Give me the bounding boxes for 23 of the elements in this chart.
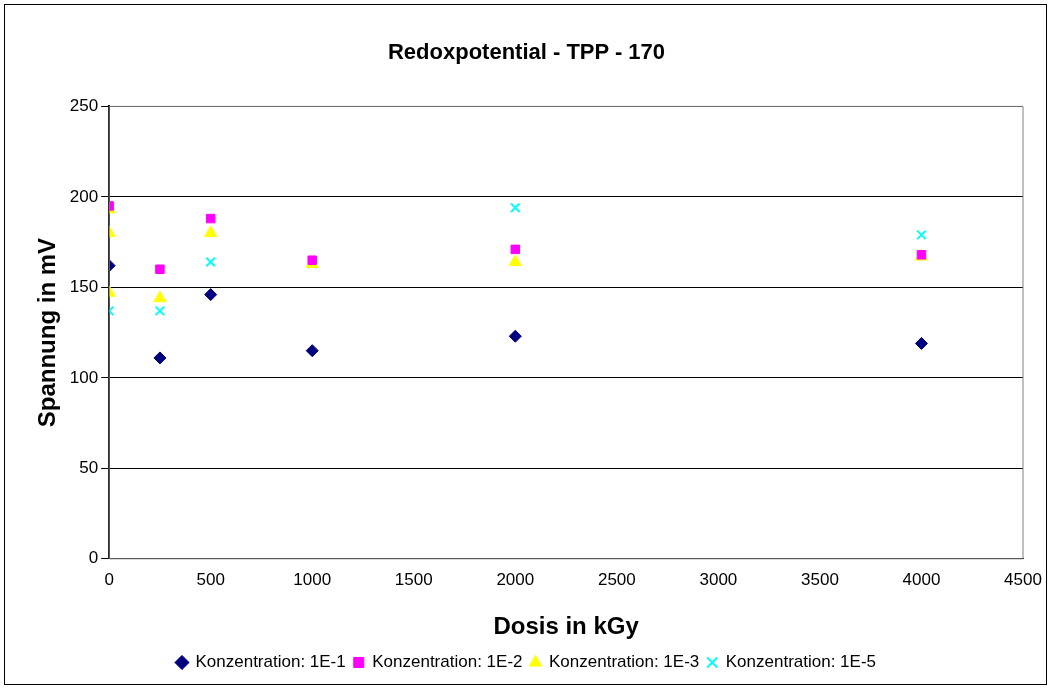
legend-label: Konzentration: 1E-3 (549, 652, 700, 672)
x-tick-label: 2000 (496, 569, 535, 589)
x-tick-label: 3000 (699, 569, 738, 589)
x-tick-label: 4500 (1004, 569, 1042, 589)
x-tick-label: 1500 (394, 569, 433, 589)
x-tick-label: 1000 (293, 569, 332, 589)
x-tick-label: 2500 (597, 569, 636, 589)
x-axis-title: Dosis in kGy (493, 612, 640, 640)
x-tick-label: 4000 (902, 569, 941, 589)
chart-title: Redoxpotential - TPP - 170 (387, 39, 666, 65)
legend-label: Konzentration: 1E-2 (372, 652, 523, 672)
legend-label: Konzentration: 1E-1 (195, 652, 346, 672)
x-tick-label: 0 (104, 569, 114, 589)
y-tick-label: 150 (69, 277, 99, 297)
y-tick-label: 0 (88, 548, 99, 568)
y-tick-label: 200 (69, 186, 99, 206)
y-axis-title: Spannung in mV (33, 237, 61, 428)
y-tick-label: 50 (79, 458, 99, 478)
y-tick-label: 100 (69, 367, 99, 387)
legend-label: Konzentration: 1E-5 (725, 652, 877, 672)
x-tick-label: 3500 (801, 569, 839, 589)
x-tick-label: 500 (196, 569, 225, 589)
y-tick-label: 250 (69, 96, 99, 116)
